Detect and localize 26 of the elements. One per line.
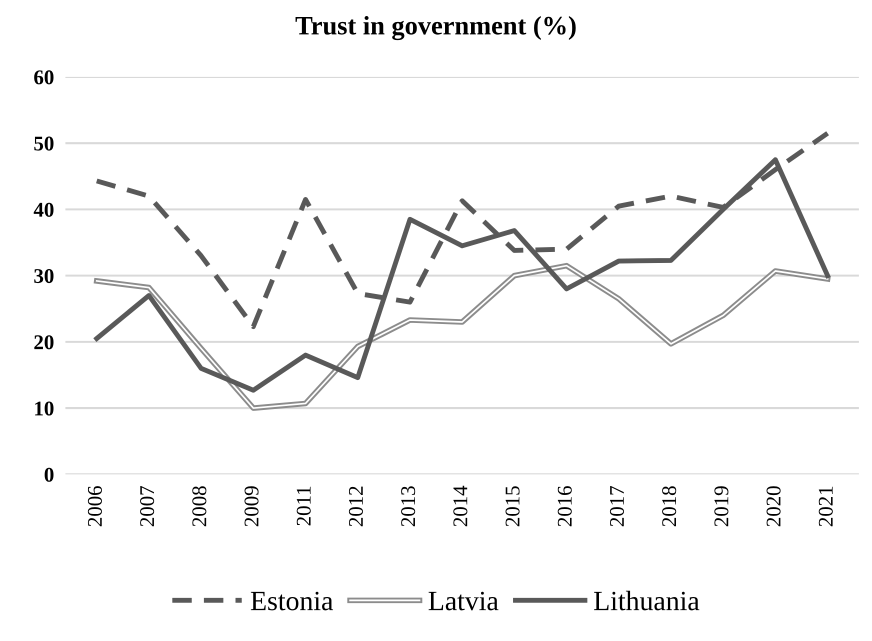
x-tick-label: 2015 xyxy=(506,486,520,526)
x-tick-label: 2013 xyxy=(401,486,416,526)
y-tick-label: 30 xyxy=(34,269,54,284)
chart-title: Trust in government (%) xyxy=(296,16,576,40)
legend-label: Estonia xyxy=(250,592,334,610)
y-tick-label: 60 xyxy=(34,70,54,84)
x-tick-label: 2008 xyxy=(192,486,206,526)
y-tick-label: 0 xyxy=(44,468,54,482)
x-tick-label: 2021 xyxy=(818,486,833,526)
x-tick-label: 2017 xyxy=(610,486,624,526)
legend-label: Lithuania xyxy=(594,590,700,610)
y-tick-label: 10 xyxy=(35,401,54,416)
x-tick-label: 2020 xyxy=(766,486,781,526)
y-tick-label: 40 xyxy=(34,202,54,217)
x-tick-label: 2019 xyxy=(714,486,728,526)
x-tick-label: 2011 xyxy=(296,486,311,526)
x-tick-label: 2009 xyxy=(244,486,259,526)
y-tick-label: 20 xyxy=(34,335,54,350)
x-tick-label: 2006 xyxy=(88,486,102,526)
x-tick-label: 2012 xyxy=(348,486,363,526)
y-tick-label: 50 xyxy=(34,136,54,151)
x-tick-label: 2007 xyxy=(140,486,154,526)
legend-label: Latvia xyxy=(428,592,498,610)
x-tick-label: 2014 xyxy=(453,486,468,526)
x-tick-label: 2018 xyxy=(662,486,676,526)
x-tick-label: 2016 xyxy=(558,486,572,526)
